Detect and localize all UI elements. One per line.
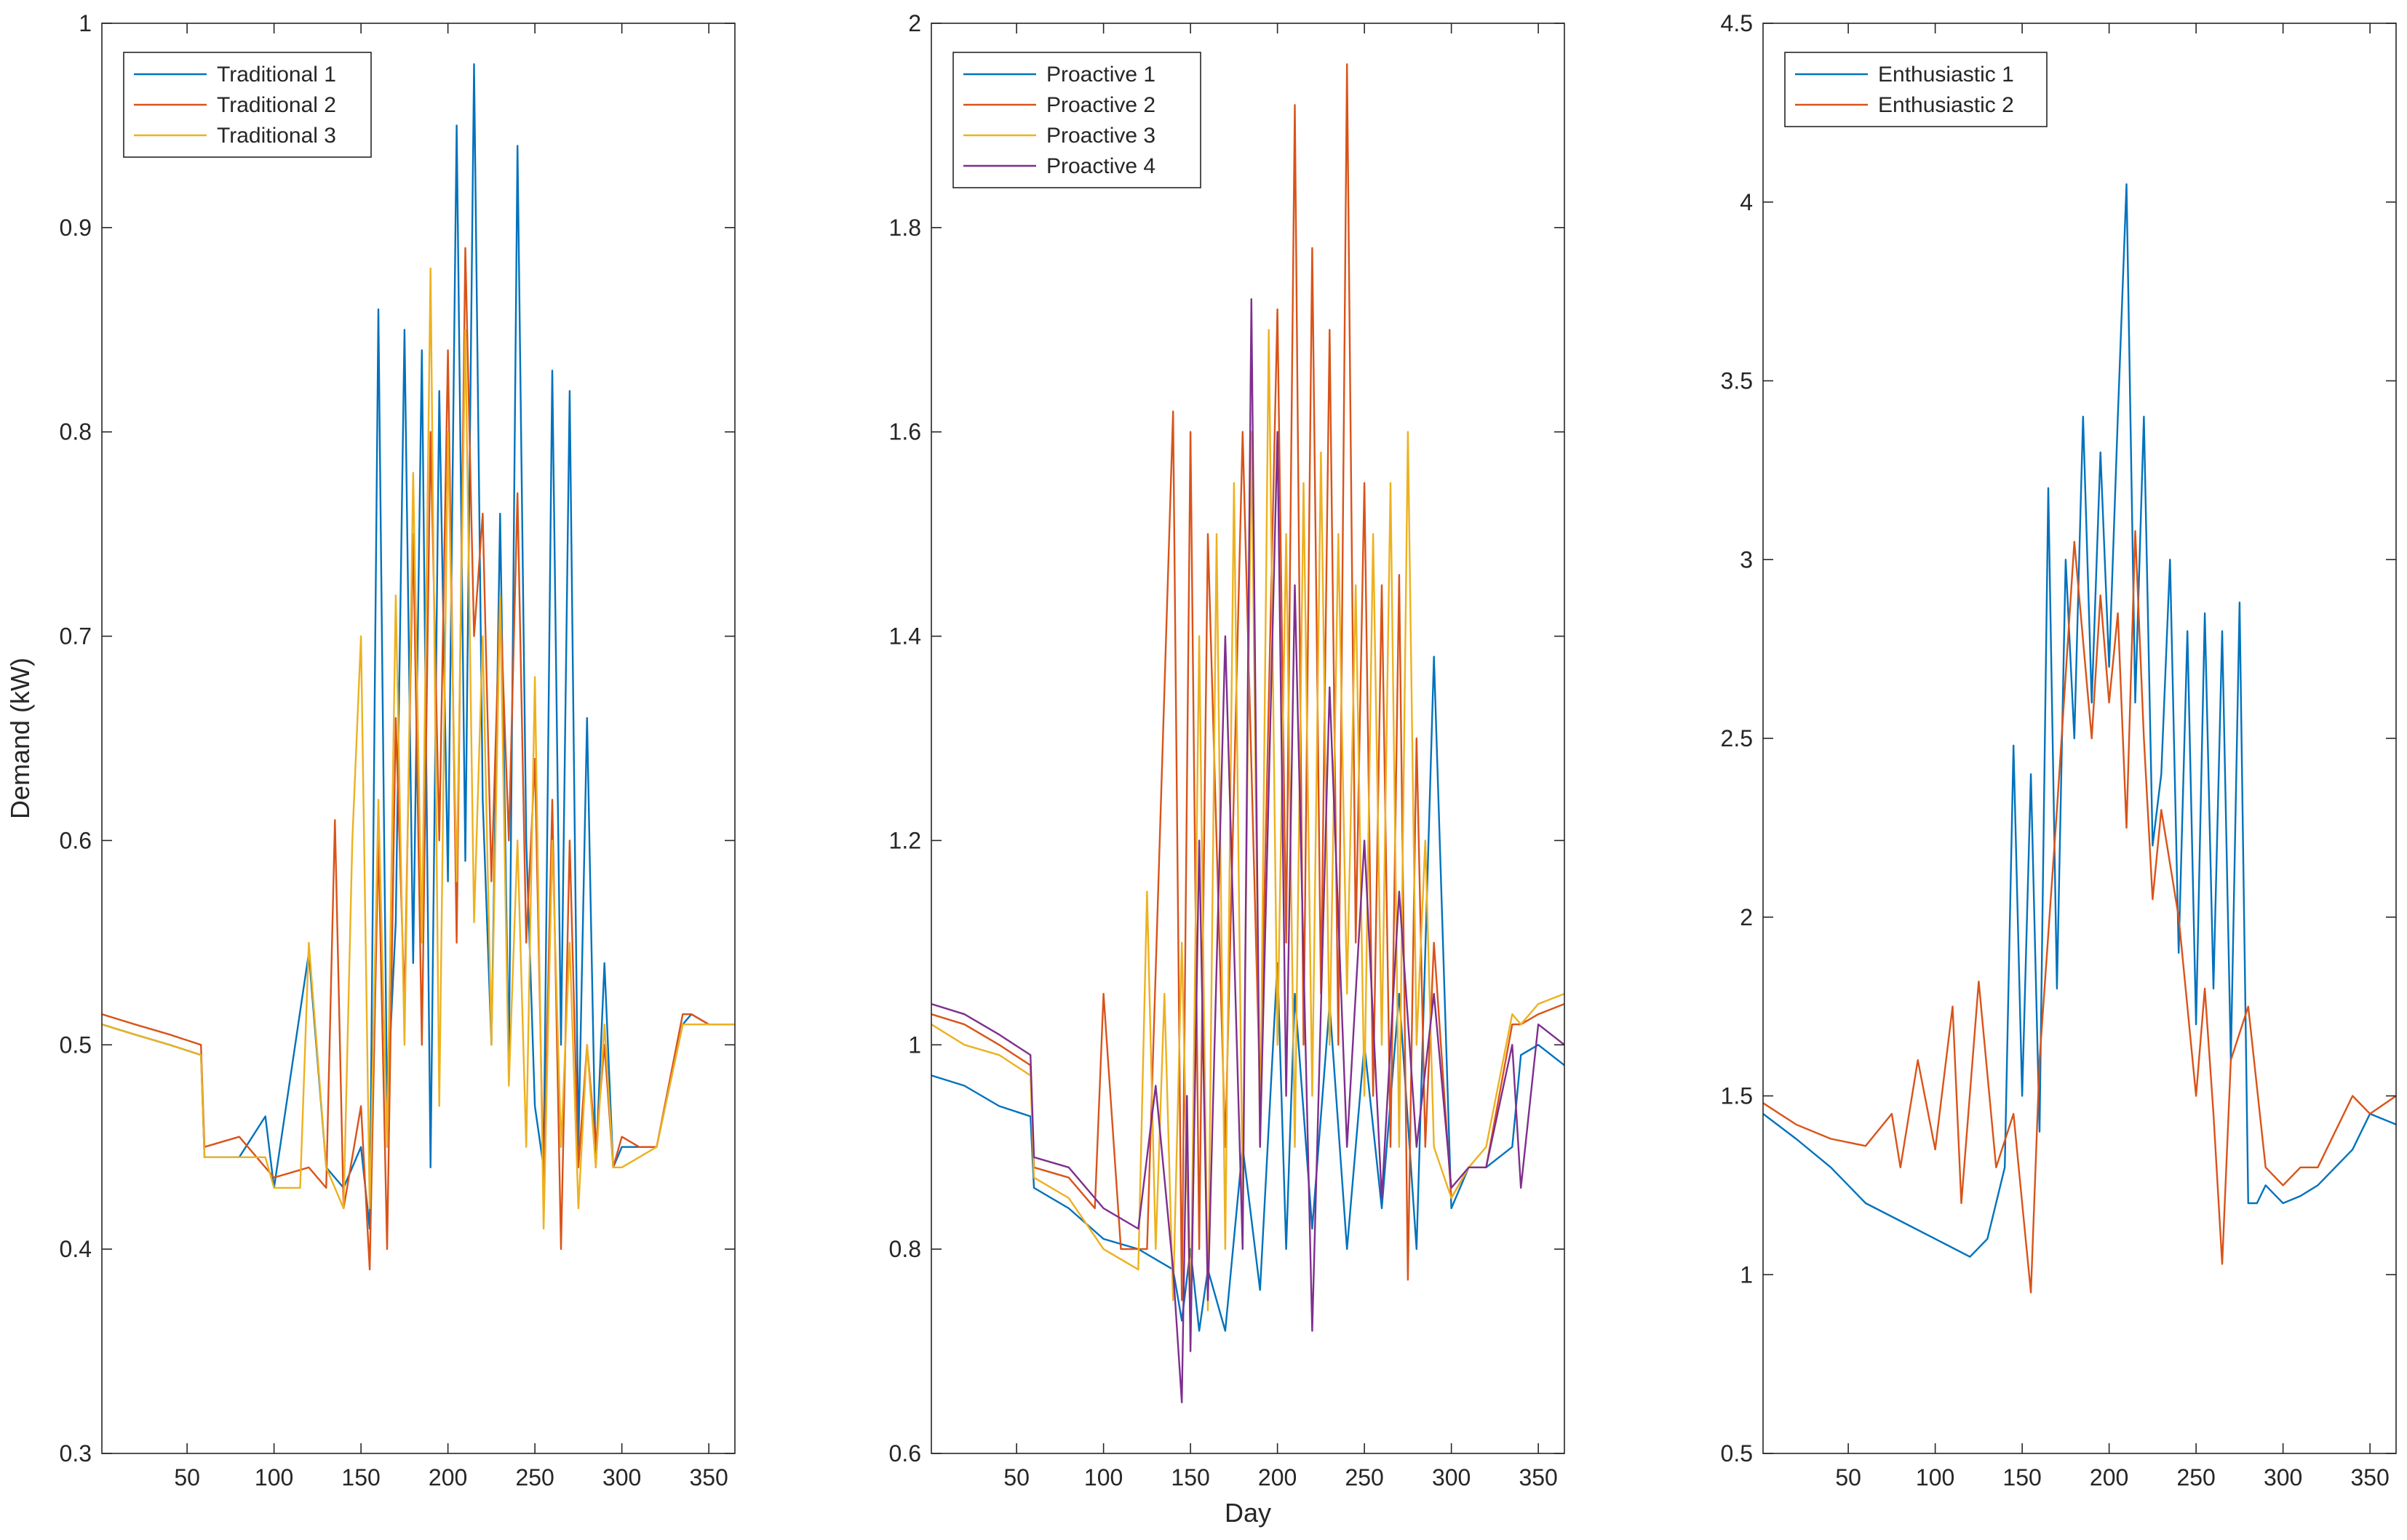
x-tick-label: 200 (1258, 1464, 1297, 1491)
chart-panel-3: 50 100 150 200 250 300 350 0.5 1 1.5 2 2.5 3 3.5 4 4.5 E… (1721, 10, 2397, 1491)
legend-label: Proactive 4 (1046, 154, 1155, 178)
y-tick-label: 2 (1740, 904, 1753, 930)
x-tick-label: 350 (1519, 1464, 1557, 1491)
x-tick-label: 300 (2264, 1464, 2302, 1491)
legend-box (1784, 52, 2048, 127)
legend-label: Proactive 2 (1046, 93, 1155, 117)
axes-box (931, 23, 1565, 1454)
y-tick-label: 0.7 (60, 623, 92, 650)
y-tick-label: 0.3 (60, 1440, 92, 1467)
series-line-1 (1763, 183, 2396, 1258)
x-tick-label: 150 (1171, 1464, 1209, 1491)
y-tick-label: 2 (908, 10, 921, 36)
series-line-2 (931, 63, 1564, 1301)
x-tick-label: 100 (1084, 1464, 1123, 1491)
chart-panel-1: 50 100 150 200 250 300 350 0.3 0.4 0.5 0.6 0.7 0.8 0.… (5, 10, 736, 1491)
x-tick-label: 200 (2090, 1464, 2128, 1491)
series-line-3 (931, 329, 1564, 1332)
legend-label: Traditional 1 (217, 63, 336, 87)
chart-panel-2: 50 100 150 200 250 300 350 0.6 0.8 1 1.2 1.4 1.6 1.8 2… (889, 10, 1565, 1528)
x-tick-label: 150 (2002, 1464, 2041, 1491)
legend-label: Traditional 2 (217, 93, 336, 117)
y-tick-label: 2.5 (1721, 725, 1753, 751)
series-lines (102, 63, 735, 1271)
series-line-2 (102, 247, 735, 1271)
legend-label: Enthusiastic 1 (1878, 63, 2014, 87)
y-tick-label: 1.5 (1721, 1083, 1753, 1109)
axes-box (101, 23, 736, 1454)
x-tick-label: 300 (1432, 1464, 1471, 1491)
x-tick-label: 100 (1916, 1464, 1954, 1491)
x-axis-title: Day (1225, 1498, 1271, 1528)
x-tick-label: 50 (1835, 1464, 1861, 1491)
y-tick-label: 1 (79, 10, 92, 36)
y-tick-label: 0.6 (889, 1440, 921, 1467)
y-axis-title: Demand (kW) (5, 658, 35, 819)
y-tick-label: 1.8 (889, 215, 921, 241)
x-tick-label: 350 (689, 1464, 728, 1491)
x-tick-label: 350 (2350, 1464, 2389, 1491)
y-tick-label: 0.4 (60, 1236, 92, 1262)
legend: Proactive 1 Proactive 2 Proactive 3 Proacti… (952, 52, 1201, 188)
x-tick-label: 150 (341, 1464, 380, 1491)
legend: Enthusiastic 1 Enthusiastic 2 (1784, 52, 2048, 127)
legend-label: Proactive 1 (1046, 63, 1155, 87)
y-tick-label: 0.5 (1721, 1440, 1753, 1467)
x-tick-label: 250 (2176, 1464, 2215, 1491)
y-tick-label: 4.5 (1721, 10, 1753, 36)
y-tick-label: 0.9 (60, 215, 92, 241)
y-tick-label: 1.6 (889, 419, 921, 445)
x-tick-label: 50 (1003, 1464, 1030, 1491)
x-tick-label: 200 (429, 1464, 467, 1491)
y-tick-label: 1.2 (889, 827, 921, 853)
legend: Traditional 1 Traditional 2 Traditional 3 (123, 52, 372, 158)
series-line-3 (102, 267, 735, 1230)
y-tick-label: 1 (908, 1032, 921, 1058)
y-tick-label: 4 (1740, 189, 1753, 215)
y-tick-label: 3 (1740, 546, 1753, 572)
y-tick-label: 0.8 (889, 1236, 921, 1262)
legend-label: Proactive 3 (1046, 124, 1155, 148)
series-line-2 (1763, 530, 2396, 1294)
legend-label: Enthusiastic 2 (1878, 93, 2014, 117)
y-tick-label: 1 (1740, 1261, 1753, 1288)
y-tick-label: 0.6 (60, 827, 92, 853)
legend-label: Traditional 3 (217, 124, 336, 148)
series-line-4 (931, 298, 1564, 1404)
x-tick-label: 50 (174, 1464, 200, 1491)
x-tick-label: 100 (255, 1464, 293, 1491)
x-tick-label: 250 (515, 1464, 554, 1491)
x-tick-label: 250 (1345, 1464, 1383, 1491)
y-tick-label: 3.5 (1721, 368, 1753, 394)
series-lines (931, 63, 1564, 1404)
y-tick-label: 1.4 (889, 623, 921, 650)
plot-area (1763, 23, 2396, 1453)
x-tick-label: 300 (602, 1464, 641, 1491)
series-lines (1763, 183, 2396, 1294)
y-tick-label: 0.8 (60, 419, 92, 445)
y-tick-label: 0.5 (60, 1032, 92, 1058)
